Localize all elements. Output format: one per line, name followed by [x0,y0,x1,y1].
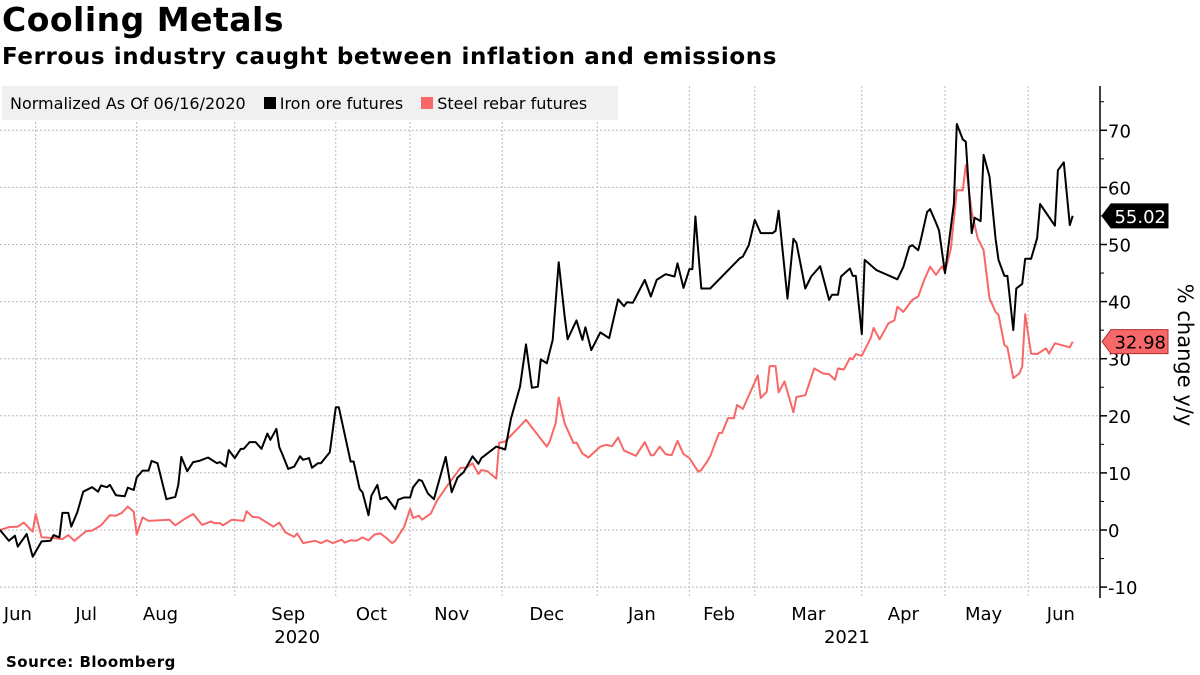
source-note: Source: Bloomberg [6,653,176,671]
last-value-tag-shape [1101,203,1169,229]
x-tick-label: Aug [143,604,178,625]
x-axis-labels: Jun Jul Aug Sep Oct Nov Dec Jan Feb Mar Apr May Jun 2… [3,604,1075,648]
x-tick-label: Jul [74,604,97,625]
chart-subtitle: Ferrous industry caught between inflatio… [2,44,777,70]
x-year-label: 2021 [824,627,870,648]
legend-item-steel-rebar: Steel rebar futures [421,94,587,113]
legend-item-iron-ore: Iron ore futures [263,93,404,113]
x-year-label: 2020 [274,627,320,648]
legend-swatch-steel-rebar [421,97,434,109]
x-tick-label: Feb [703,604,735,625]
legend-swatch-iron-ore [263,97,276,109]
x-tick-label: Oct [356,604,387,625]
legend-note: Normalized As Of 06/16/2020 [10,93,246,113]
x-tick-label: Mar [791,604,826,625]
x-tick-label: May [965,604,1003,625]
y-tick-label: 0 [1108,521,1119,542]
y-tick-label: 10 [1108,464,1131,485]
last-value-tag-shape [1101,329,1169,355]
x-tick-label: Sep [271,604,305,625]
y-tick-label: 30 [1108,350,1131,371]
last-value-label: 55.02 [1114,207,1166,228]
series-lines [0,123,1074,558]
y-tick-label: 40 [1108,293,1131,314]
x-tick-label: Dec [529,604,564,625]
last-value-label: 32.98 [1114,333,1166,354]
y-tick-label: -10 [1108,578,1137,599]
x-tick-label: Apr [888,604,920,625]
x-tick-label: Jun [3,604,32,625]
y-tick-label: 70 [1108,121,1131,142]
legend-label: Steel rebar futures [437,93,588,113]
chart-title: Cooling Metals [2,0,285,39]
gridlines [0,86,1100,598]
last-value-tag: 55.02 [1101,203,1169,229]
last-value-tag: 32.98 [1101,329,1169,355]
y-axis-title: % change y/y [1173,284,1197,427]
x-tick-label: Nov [434,604,469,625]
y-tick-label: 50 [1108,236,1131,257]
legend-label: Iron ore futures [279,93,404,113]
y-tick-label: 20 [1108,407,1131,428]
y-axis: -10 0 10 20 30 40 50 60 70 [1099,86,1137,599]
series-line-steel-rebar-futures [0,164,1074,545]
y-tick-label: 60 [1108,178,1131,199]
last-value-tags: 55.02 32.98 [1101,203,1169,355]
legend: Normalized As Of 06/16/2020 Iron ore fut… [2,86,618,120]
x-tick-label: Jan [627,604,656,625]
series-line-iron-ore-futures [0,123,1074,558]
x-tick-label: Jun [1046,604,1075,625]
